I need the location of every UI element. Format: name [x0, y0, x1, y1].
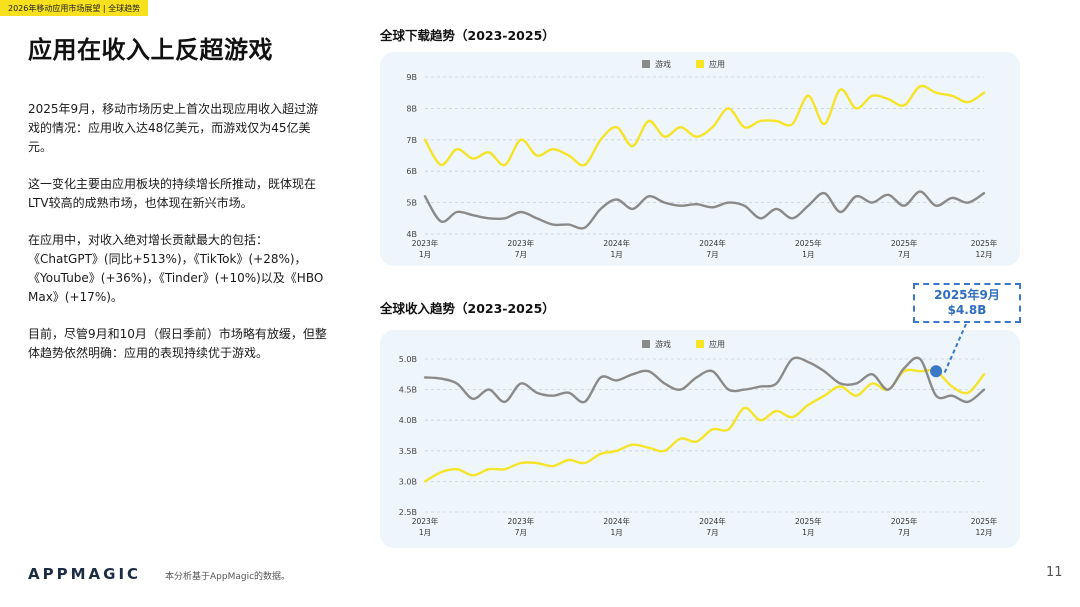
y-tick-label: 5B: [406, 199, 417, 208]
series-line-apps: [423, 84, 986, 167]
sept-2025-callout: 2025年9月 $4.8B: [913, 283, 1021, 323]
x-tick-month: 7月: [898, 528, 910, 537]
y-tick-label: 4B: [406, 230, 417, 239]
x-tick-year: 2024年: [699, 238, 726, 248]
legend-label-1: 应用: [709, 339, 725, 349]
x-tick-year: 2025年: [891, 238, 918, 248]
revenue-chart: 游戏 应用 2.5B 3.0B 3.5B 4.0B 4.5B 5.0B 2023年 1月 2023年…: [399, 339, 998, 537]
legend-swatch-0: [642, 340, 650, 348]
series-line-apps: [423, 368, 986, 483]
page-number: 11: [1046, 565, 1063, 580]
x-tick-month: 12月: [975, 250, 992, 259]
x-tick-year: 2025年: [795, 238, 822, 248]
y-tick-label: 3.0B: [399, 477, 417, 486]
x-tick-month: 7月: [706, 528, 718, 537]
downloads-chart-title: 全球下载趋势（2023-2025）: [380, 28, 555, 43]
legend-label-0: 游戏: [655, 339, 671, 349]
header-tag-text: 2026年移动应用市场展望 | 全球趋势: [8, 3, 141, 13]
highlight-point: [930, 365, 943, 378]
x-tick-month: 1月: [611, 250, 623, 259]
downloads-chart: 游戏 应用 4B 5B 6B 7B 8B 9B 2023年 1月 2023年 7月 2024年 1月 202…: [406, 59, 998, 259]
x-tick-month: 7月: [515, 528, 527, 537]
x-tick-month: 1月: [611, 528, 623, 537]
series-line-games: [423, 356, 986, 404]
footer-source-note: 本分析基于AppMagic的数据。: [165, 572, 291, 582]
header-tag: 2026年移动应用市场展望 | 全球趋势: [0, 0, 149, 16]
x-tick-year: 2024年: [603, 516, 630, 526]
x-tick-year: 2024年: [699, 516, 726, 526]
x-tick-month: 1月: [419, 528, 431, 537]
appmagic-logo: APPMAGIC: [28, 565, 142, 583]
downloads-chart-panel: 游戏 应用 4B 5B 6B 7B 8B 9B 2023年 1月 2023年 7月 2024年 1月 202…: [380, 52, 1020, 266]
x-tick-year: 2025年: [971, 238, 998, 248]
x-tick-year: 2023年: [412, 516, 439, 526]
y-tick-label: 7B: [406, 136, 417, 145]
x-tick-month: 7月: [898, 250, 910, 259]
x-tick-month: 12月: [975, 528, 992, 537]
paragraph-2: 这一变化主要由应用板块的持续增长所推动，既体现在LTV较高的成熟市场，也体现在新…: [28, 177, 317, 210]
y-tick-label: 8B: [406, 104, 417, 113]
y-tick-label: 4.5B: [399, 386, 417, 395]
x-tick-year: 2023年: [508, 516, 535, 526]
x-tick-month: 1月: [802, 528, 814, 537]
x-tick-month: 1月: [419, 250, 431, 259]
x-tick-year: 2023年: [412, 238, 439, 248]
legend-label-1: 应用: [709, 59, 725, 69]
revenue-chart-panel: 游戏 应用 2.5B 3.0B 3.5B 4.0B 4.5B 5.0B 2023年 1月 2023年…: [380, 330, 1020, 548]
x-tick-year: 2025年: [891, 516, 918, 526]
x-tick-year: 2025年: [795, 516, 822, 526]
callout-date: 2025年9月: [934, 288, 1000, 302]
x-tick-year: 2023年: [508, 238, 535, 248]
y-tick-label: 6B: [406, 167, 417, 176]
paragraph-3: 在应用中，对收入绝对增长贡献最大的包括：《ChatGPT》(同比+513%)，《…: [28, 233, 324, 304]
revenue-chart-title: 全球收入趋势（2023-2025）: [380, 301, 555, 316]
paragraph-4: 目前，尽管9月和10月（假日季前）市场略有放缓，但整体趋势依然明确：应用的表现持…: [28, 327, 327, 360]
y-tick-label: 3.5B: [399, 447, 417, 456]
y-tick-label: 2.5B: [399, 508, 417, 517]
legend-swatch-0: [642, 60, 650, 68]
legend-swatch-1: [696, 60, 704, 68]
x-tick-year: 2024年: [603, 238, 630, 248]
y-tick-label: 4.0B: [399, 416, 417, 425]
x-tick-month: 7月: [706, 250, 718, 259]
x-tick-month: 1月: [802, 250, 814, 259]
page-title: 应用在收入上反超游戏: [28, 36, 273, 64]
paragraph-1: 2025年9月，移动市场历史上首次出现应用收入超过游戏的情况：应用收入达48亿美…: [28, 102, 319, 154]
y-tick-label: 9B: [406, 73, 417, 82]
legend-swatch-1: [696, 340, 704, 348]
y-tick-label: 5.0B: [399, 355, 417, 364]
body-text: 2025年9月，移动市场历史上首次出现应用收入超过游戏的情况：应用收入达48亿美…: [28, 100, 328, 381]
x-tick-month: 7月: [515, 250, 527, 259]
legend-label-0: 游戏: [655, 59, 671, 69]
x-tick-year: 2025年: [971, 516, 998, 526]
callout-value: $4.8B: [947, 303, 987, 317]
series-line-games: [423, 190, 986, 230]
